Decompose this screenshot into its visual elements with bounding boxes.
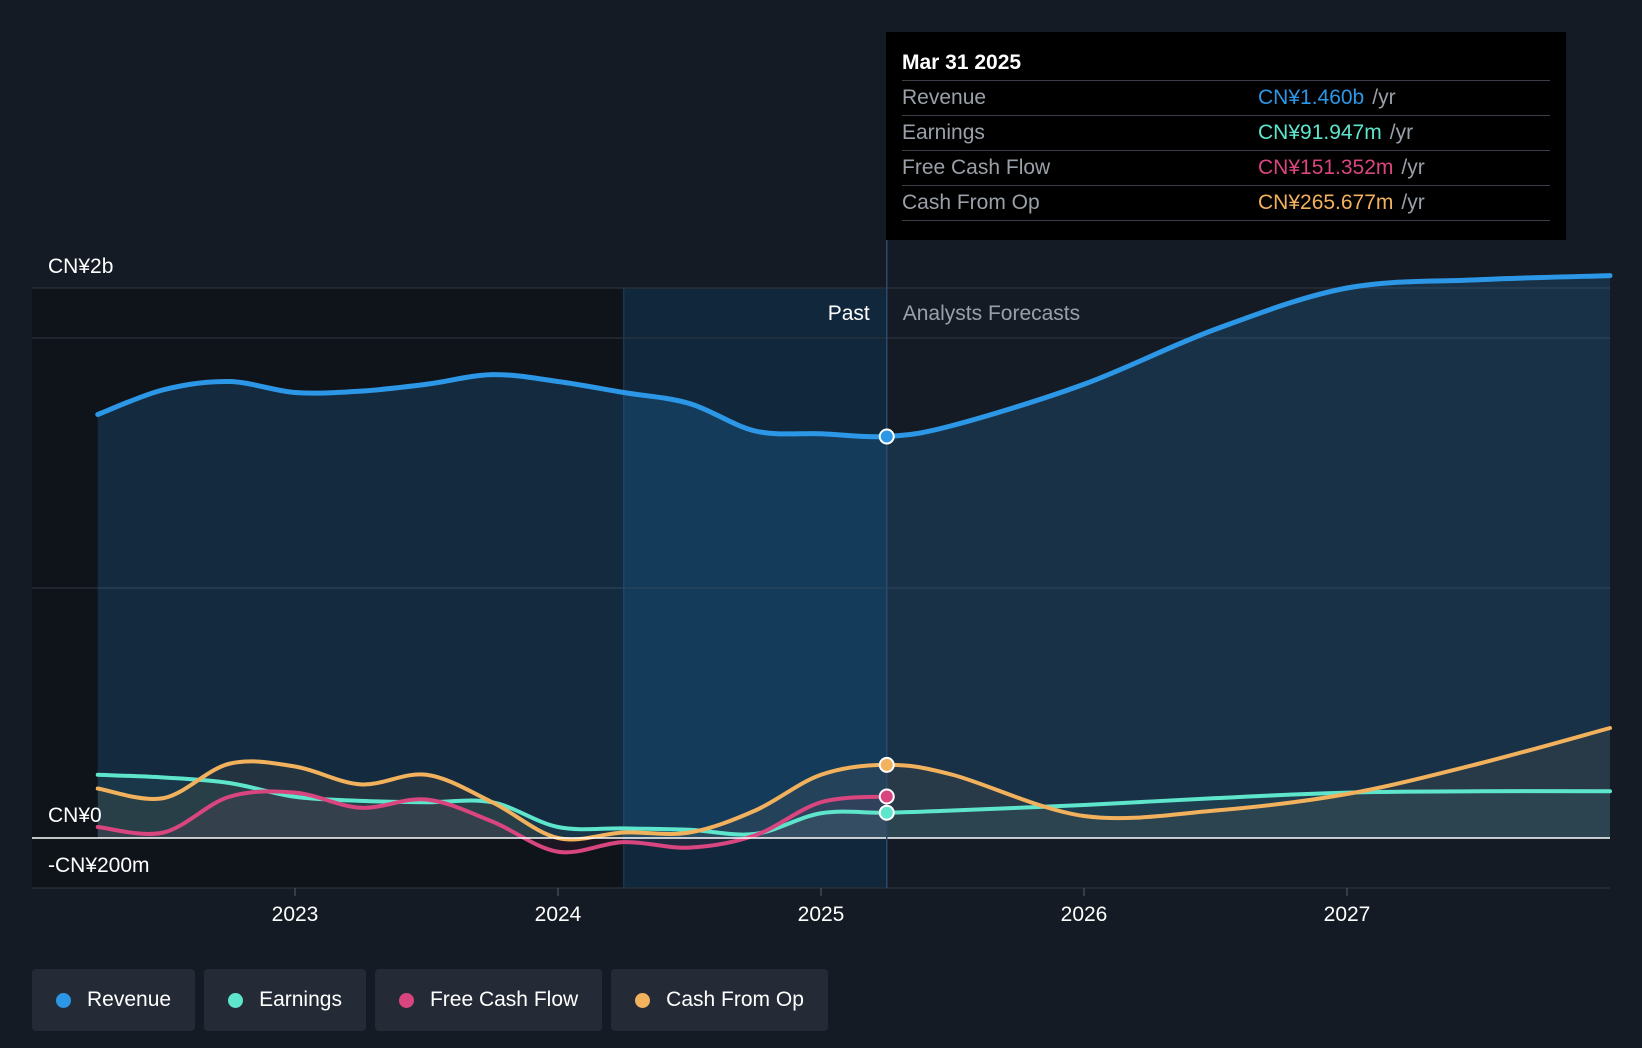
free-cash-flow-marker[interactable] xyxy=(878,788,895,805)
cash-from-op-line xyxy=(95,726,1612,842)
x-tick-label: 2024 xyxy=(535,903,582,926)
y-tick-label: CN¥0 xyxy=(48,804,102,827)
tooltip-value: CN¥91.947m xyxy=(1258,121,1382,144)
legend-label: Cash From Op xyxy=(666,988,804,1011)
y-tick-label: CN¥2b xyxy=(48,255,113,278)
series-lines xyxy=(95,273,1613,855)
cash-from-op-area xyxy=(97,728,1610,840)
y-tick-label: -CN¥200m xyxy=(48,854,150,877)
revenue-marker[interactable] xyxy=(878,428,895,445)
earnings-area xyxy=(97,774,1610,838)
series-markers xyxy=(878,428,895,821)
tooltip-unit: /yr xyxy=(1372,86,1396,109)
free-cash-flow-line xyxy=(95,789,889,855)
tooltip-label: Cash From Op xyxy=(902,191,1040,214)
earnings-line xyxy=(95,772,1612,837)
tooltip-row-cash-from-op: Cash From Op CN¥265.677m/yr xyxy=(902,186,1550,221)
legend-item-earnings[interactable]: Earnings xyxy=(204,969,366,1031)
revenue-area xyxy=(97,275,1610,838)
tooltip-unit: /yr xyxy=(1389,121,1414,144)
tooltip-value: CN¥151.352m xyxy=(1258,156,1394,179)
tooltip-label: Free Cash Flow xyxy=(902,156,1051,179)
cash-from-op-marker[interactable] xyxy=(878,756,895,773)
legend-label: Free Cash Flow xyxy=(429,988,579,1011)
legend-dot-icon xyxy=(56,992,71,1008)
x-axis-labels: 2023 2024 2025 2026 2027 xyxy=(272,888,1371,926)
revenue-line xyxy=(95,273,1613,440)
y-axis-labels: CN¥2b CN¥0 -CN¥200m xyxy=(48,255,150,877)
earnings-marker[interactable] xyxy=(878,804,895,821)
tooltip-value: CN¥1.460b xyxy=(1258,86,1365,109)
legend: Revenue Earnings Free Cash Flow Cash From O… xyxy=(32,969,828,1031)
tooltip-unit: /yr xyxy=(1401,156,1425,179)
legend-item-revenue[interactable]: Revenue xyxy=(32,969,196,1031)
forecast-label: Analysts Forecasts xyxy=(903,302,1080,325)
tooltip-unit: /yr xyxy=(1401,191,1425,214)
x-tick-label: 2027 xyxy=(1324,903,1371,926)
legend-label: Revenue xyxy=(87,988,172,1011)
tooltip-value: CN¥265.677m xyxy=(1258,191,1394,214)
past-label: Past xyxy=(828,302,870,325)
legend-label: Earnings xyxy=(259,988,342,1011)
tooltip-row-revenue: Revenue CN¥1.460b/yr xyxy=(902,81,1550,116)
tooltip-row-free-cash-flow: Free Cash Flow CN¥151.352m/yr xyxy=(902,151,1550,186)
legend-item-free-cash-flow[interactable]: Free Cash Flow xyxy=(374,969,603,1031)
x-tick-label: 2023 xyxy=(272,903,319,926)
x-tick-label: 2026 xyxy=(1061,903,1108,926)
legend-item-cash-from-op[interactable]: Cash From Op xyxy=(611,969,828,1031)
tooltip-row-earnings: Earnings CN¥91.947m/yr xyxy=(902,116,1550,151)
tooltip: Mar 31 2025 Revenue CN¥1.460b/yr Earnings C… xyxy=(886,32,1566,240)
legend-dot-icon xyxy=(398,992,414,1008)
x-tick-label: 2025 xyxy=(798,903,845,926)
legend-dot-icon xyxy=(635,992,651,1008)
tooltip-label: Earnings xyxy=(902,121,985,144)
legend-dot-icon xyxy=(228,992,244,1008)
tooltip-label: Revenue xyxy=(902,86,987,109)
tooltip-date: Mar 31 2025 xyxy=(902,46,1550,81)
